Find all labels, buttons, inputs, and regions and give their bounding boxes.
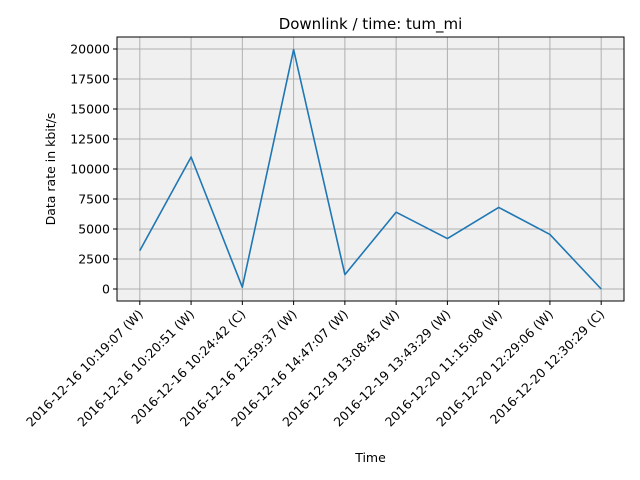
chart-title: Downlink / time: tum_mi [279, 15, 463, 34]
y-tick-label: 17500 [70, 72, 110, 87]
y-tick-label: 12500 [70, 132, 110, 147]
y-tick-label: 2500 [78, 252, 110, 267]
x-axis-ticks: 2016-12-16 10:19:07 (W)2016-12-16 10:20:… [23, 301, 607, 429]
series-layer [139, 48, 602, 290]
grid-lines [117, 37, 624, 301]
x-axis-label: Time [354, 450, 386, 465]
y-tick-label: 5000 [78, 222, 110, 237]
y-tick-label: 20000 [70, 42, 110, 57]
y-tick-label: 15000 [70, 102, 110, 117]
y-tick-label: 7500 [78, 192, 110, 207]
y-axis-ticks: 0 2500 5000 7500 10000 12500 15000 17500 20000 [70, 42, 117, 297]
y-tick-label: 0 [102, 282, 110, 297]
y-axis-label: Data rate in kbit/s [43, 113, 58, 226]
y-tick-label: 10000 [70, 162, 110, 177]
series-line-0 [139, 48, 602, 290]
